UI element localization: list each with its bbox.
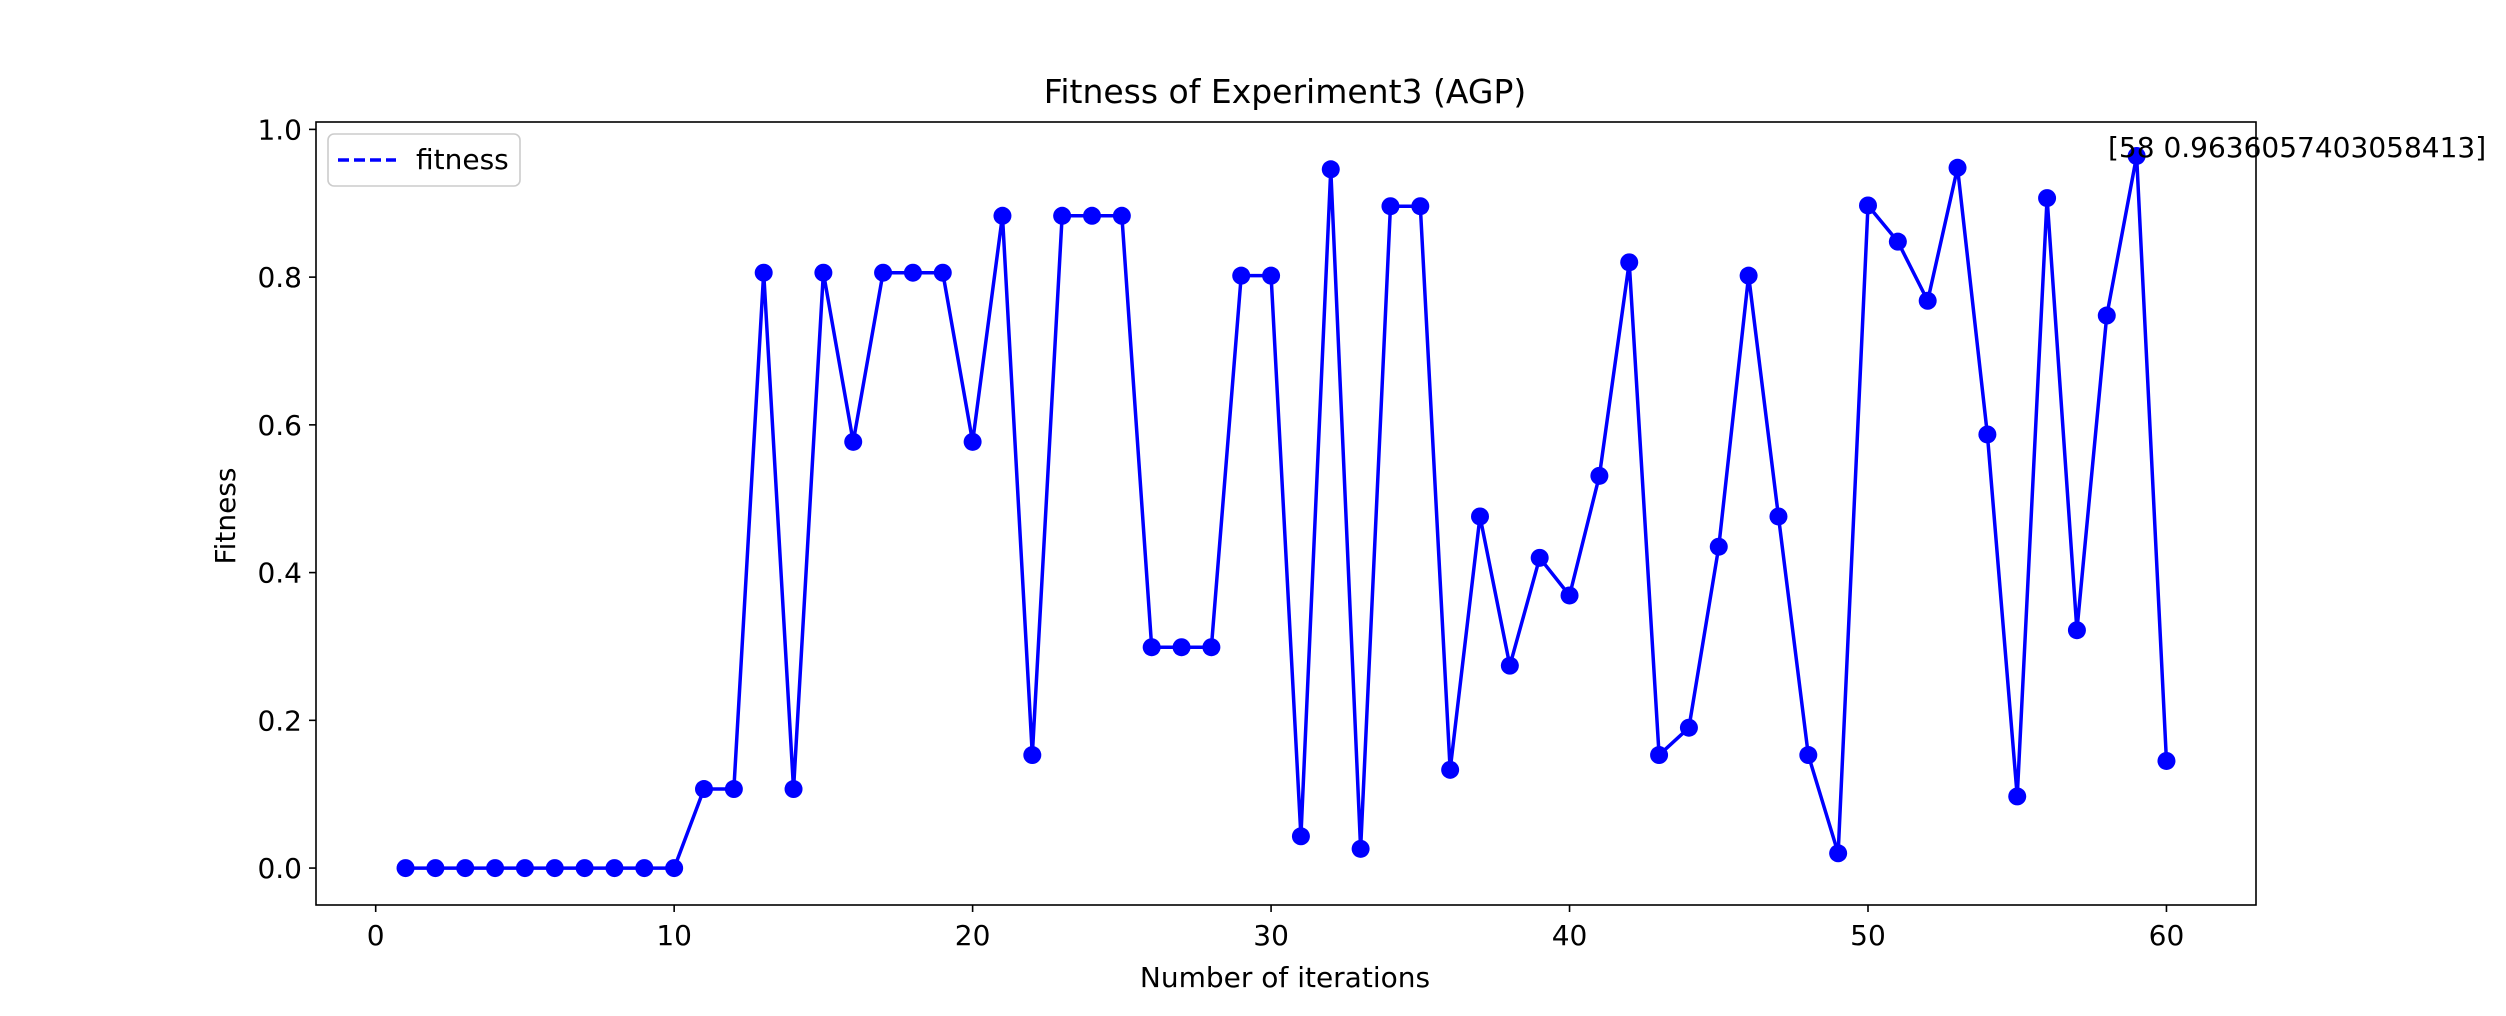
data-point	[1381, 197, 1400, 216]
data-point	[1172, 638, 1191, 657]
legend-box	[327, 133, 521, 187]
data-point	[575, 859, 594, 878]
data-point	[1799, 746, 1818, 765]
legend: fitness	[327, 133, 521, 187]
data-point	[1859, 196, 1877, 215]
data-point	[1351, 839, 1370, 858]
data-point	[1590, 466, 1609, 485]
series-line-fitness	[405, 154, 2169, 870]
data-point	[1471, 507, 1489, 526]
data-point	[814, 263, 833, 282]
legend-entry-fitness: fitness	[416, 143, 509, 176]
data-point	[1530, 548, 1549, 567]
data-point	[1291, 827, 1310, 846]
data-point	[1978, 425, 1997, 444]
data-point	[665, 859, 684, 878]
data-point	[1023, 746, 1042, 765]
data-point	[1202, 638, 1221, 657]
y-tick-label: 0.2	[257, 704, 302, 737]
chart-title: Fitness of Experiment3 (AGP)	[1044, 72, 1526, 111]
data-point	[2038, 189, 2057, 208]
data-point	[874, 263, 893, 282]
data-point	[724, 780, 743, 799]
x-axis-label: Number of iterations	[1140, 961, 1430, 994]
data-point	[635, 859, 654, 878]
data-point	[2157, 751, 2176, 770]
data-point	[396, 859, 415, 878]
data-point	[1053, 206, 1072, 225]
data-point	[993, 206, 1012, 225]
data-point	[695, 780, 713, 799]
data-point	[2097, 306, 2116, 325]
x-tick-label: 50	[1850, 919, 1886, 952]
y-axis-label: Fitness	[209, 468, 242, 565]
data-point	[1232, 266, 1251, 285]
data-point	[1321, 160, 1340, 179]
data-point	[1769, 507, 1788, 526]
x-tick-label: 0	[367, 919, 385, 952]
data-point	[1620, 253, 1639, 272]
data-point	[844, 432, 863, 451]
data-point	[426, 859, 445, 878]
data-point	[1650, 746, 1669, 765]
data-point	[545, 859, 564, 878]
max-point-annotation: [58 0.9636057403058413]	[2108, 131, 2486, 164]
data-point	[1739, 266, 1758, 285]
data-point	[1948, 158, 1967, 177]
x-tick-label: 20	[955, 919, 991, 952]
data-point	[1888, 232, 1907, 251]
y-tick-label: 0.8	[257, 261, 302, 294]
x-tick-label: 40	[1552, 919, 1588, 952]
x-tick-label: 30	[1253, 919, 1289, 952]
x-tick-label: 10	[656, 919, 692, 952]
data-point	[903, 263, 922, 282]
data-point	[933, 263, 952, 282]
y-tick-label: 0.4	[257, 557, 302, 590]
data-point	[1829, 844, 1848, 863]
data-point	[1918, 291, 1937, 310]
data-point	[754, 263, 773, 282]
data-point	[784, 780, 803, 799]
data-point	[1142, 638, 1161, 657]
ticks-layer: 0 10 20 30 40 50 60 0.0 0.2 0.4 0.6 0.8 1.0	[257, 113, 2184, 952]
plot-area-frame	[315, 121, 2257, 906]
data-point	[1083, 206, 1101, 225]
data-point	[2067, 621, 2086, 640]
y-tick-label: 0.6	[257, 409, 302, 442]
data-point	[515, 859, 534, 878]
data-point	[1500, 656, 1519, 675]
data-point	[486, 859, 505, 878]
data-point	[1262, 266, 1281, 285]
data-point	[1560, 586, 1579, 605]
data-point	[2127, 146, 2146, 165]
data-point	[1709, 537, 1728, 556]
data-point	[963, 432, 982, 451]
data-point	[605, 859, 624, 878]
series-layer	[396, 146, 2176, 878]
data-point	[456, 859, 475, 878]
data-point	[1441, 760, 1460, 779]
y-tick-label: 1.0	[257, 113, 302, 146]
data-point	[1112, 206, 1131, 225]
data-point	[1411, 197, 1430, 216]
x-tick-label: 60	[2149, 919, 2185, 952]
data-point	[2008, 787, 2027, 806]
data-point	[1679, 718, 1698, 737]
y-tick-label: 0.0	[257, 852, 302, 885]
